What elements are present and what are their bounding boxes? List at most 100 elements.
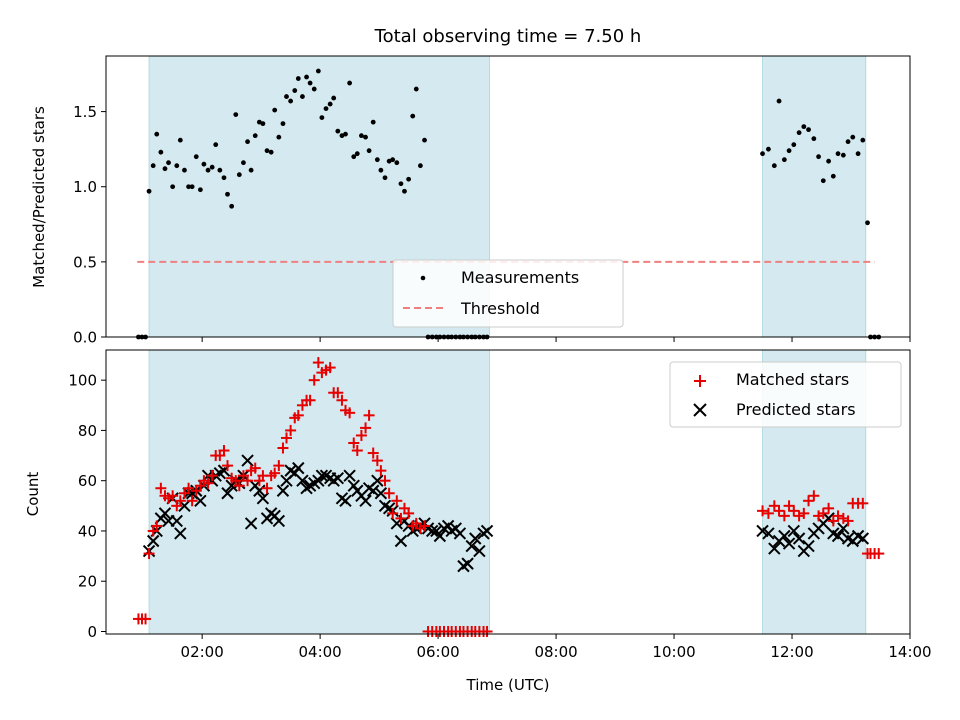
measurement-point xyxy=(150,163,156,169)
measurement-point xyxy=(217,167,223,173)
predicted-star-point xyxy=(782,537,796,550)
measurement-point xyxy=(374,157,380,163)
matched-star-point xyxy=(375,465,387,477)
measurement-point xyxy=(760,151,765,157)
predicted-star-point xyxy=(296,474,309,487)
predicted-star-point xyxy=(837,522,850,535)
predicted-star-point xyxy=(374,487,388,500)
matched-star-point xyxy=(857,497,869,509)
measurement-point xyxy=(300,94,305,99)
x-tick-label: 02:00 xyxy=(181,643,224,661)
observing-window xyxy=(762,55,867,338)
matched-star-point xyxy=(813,510,825,522)
matched-star-point xyxy=(308,374,320,386)
matched-star-point xyxy=(842,515,854,527)
count-y-ticks: 0 20 40 60 80 100 xyxy=(68,372,106,641)
predicted-star-point xyxy=(461,557,474,570)
matched-star-point xyxy=(360,422,372,434)
measurement-point xyxy=(410,113,416,119)
ratio-panel: 0.0 0.5 1.0 1.5 Matched/Predicted stars Mea… xyxy=(30,55,911,347)
predicted-star-point xyxy=(174,527,187,540)
predicted-star-point xyxy=(425,524,439,538)
matched-star-point xyxy=(837,512,849,524)
measurement-point xyxy=(806,127,811,133)
measurement-point xyxy=(319,115,325,121)
measurement-point xyxy=(304,74,309,80)
predicted-star-point xyxy=(292,461,305,475)
measurement-point xyxy=(189,184,195,190)
predicted-star-point xyxy=(253,484,266,497)
matched-star-point xyxy=(351,445,363,457)
y-tick-label: 80 xyxy=(78,422,97,440)
measurement-point xyxy=(378,167,384,173)
y-tick-label: 1.0 xyxy=(73,178,97,196)
y-tick-label: 20 xyxy=(78,573,97,591)
predicted-star-point xyxy=(339,494,352,508)
matched-star-point xyxy=(827,515,839,527)
measurement-point xyxy=(233,112,239,118)
measurement-point xyxy=(327,101,333,107)
predicted-star-point xyxy=(194,494,207,508)
y-tick-label: 60 xyxy=(78,472,97,490)
measurement-point xyxy=(166,160,171,166)
predicted-legend-label: Predicted stars xyxy=(736,400,856,419)
measurement-point xyxy=(248,167,254,173)
y-tick-label: 0.5 xyxy=(73,253,97,271)
measurement-point xyxy=(146,188,152,194)
predicted-star-point xyxy=(146,534,160,548)
count-y-axis-label: Count xyxy=(24,472,42,517)
measurement-point xyxy=(162,166,168,172)
measurement-point xyxy=(311,86,317,92)
measurement-point xyxy=(295,76,301,81)
measurement-point xyxy=(359,133,364,139)
measurement-point xyxy=(791,142,797,148)
matched-star-point xyxy=(808,490,820,502)
measurement-point xyxy=(845,139,851,145)
predicted-star-point xyxy=(831,529,845,543)
measurement-point xyxy=(268,149,274,155)
count-legend: Matched stars Predicted stars xyxy=(669,361,902,428)
measurement-point xyxy=(174,163,180,169)
matched-star-point xyxy=(832,510,844,522)
x-tick-label: 04:00 xyxy=(299,643,342,661)
measurement-point xyxy=(170,184,176,190)
measurement-point xyxy=(331,95,337,101)
measurement-point xyxy=(186,184,191,190)
measurement-point xyxy=(840,152,846,158)
measurement-point xyxy=(402,188,407,194)
matched-star-point xyxy=(363,409,375,421)
measurement-point xyxy=(801,124,807,130)
measurement-point xyxy=(786,148,792,154)
measurement-point xyxy=(307,80,313,86)
matched-star-point xyxy=(481,625,493,637)
matched-star-point xyxy=(778,510,790,522)
matched-star-point xyxy=(383,487,395,499)
ratio-legend: Measurements Threshold xyxy=(392,259,624,328)
matched-star-point xyxy=(783,500,795,512)
matched-star-point xyxy=(151,520,163,532)
predicted-star-point xyxy=(453,527,467,540)
predicted-star-point xyxy=(359,494,372,508)
matched-legend-marker xyxy=(694,375,706,387)
measurement-point xyxy=(394,160,400,166)
measurement-point xyxy=(272,107,278,113)
predicted-star-point xyxy=(480,524,494,538)
matched-star-point xyxy=(143,548,155,560)
measurement-point xyxy=(398,181,404,187)
y-tick-label: 40 xyxy=(78,522,97,540)
measurement-point xyxy=(323,106,329,111)
ratio-legend-box xyxy=(392,259,624,328)
predicted-star-point xyxy=(768,542,781,555)
predicted-star-point xyxy=(315,469,329,482)
predicted-star-point xyxy=(272,514,286,528)
matched-star-point xyxy=(757,505,769,517)
measurement-point xyxy=(796,130,802,136)
measurement-point xyxy=(193,154,199,160)
x-tick-label: 08:00 xyxy=(534,643,577,661)
matched-star-point xyxy=(344,407,356,419)
ratio-panel-frame xyxy=(105,55,911,338)
predicted-star-point xyxy=(371,474,384,487)
predicted-star-point xyxy=(170,514,183,528)
measurement-point xyxy=(343,131,348,137)
